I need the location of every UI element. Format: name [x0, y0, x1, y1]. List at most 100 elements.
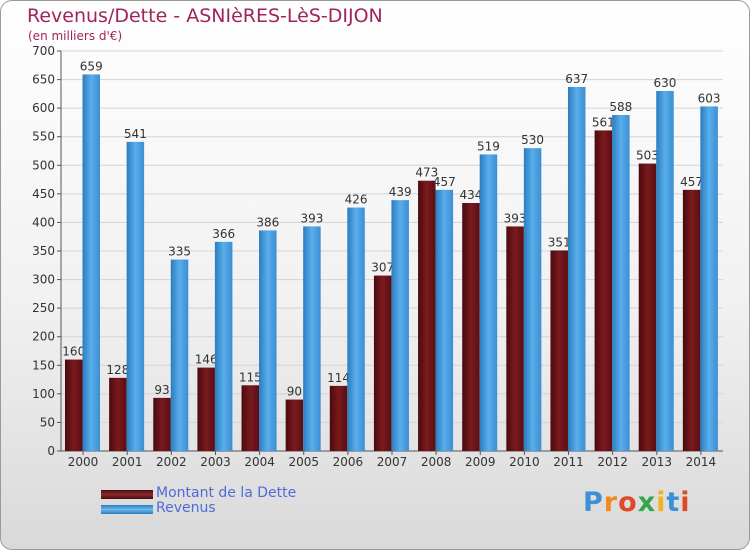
y-tick-label: 150 [32, 358, 55, 372]
y-tick-label: 450 [32, 187, 55, 201]
x-tick-label: 2014 [686, 455, 717, 469]
bar-revenus [214, 241, 233, 451]
y-tick-label: 250 [32, 301, 55, 315]
x-tick-label: 2013 [642, 455, 673, 469]
data-label-dette: 160 [62, 345, 85, 359]
y-tick-label: 400 [32, 215, 55, 229]
data-label-dette: 146 [195, 353, 218, 367]
x-tick-label: 2004 [244, 455, 275, 469]
data-label-revenus: 366 [212, 227, 235, 241]
data-label-revenus: 426 [345, 193, 368, 207]
data-label-dette: 128 [106, 363, 129, 377]
legend-label-dette: Montant de la Dette [156, 485, 297, 501]
legend-swatch-revenus [101, 505, 153, 514]
y-tick-label: 550 [32, 130, 55, 144]
bar-revenus [656, 91, 674, 451]
bar-dette [329, 385, 348, 451]
chart-title: Revenus/Dette - ASNIèRES-LèS-DIJON [27, 5, 383, 27]
data-label-dette: 473 [415, 166, 438, 180]
data-label-revenus: 530 [521, 133, 544, 147]
data-label-revenus: 386 [256, 215, 279, 229]
data-label-revenus: 335 [168, 245, 191, 259]
bar-revenus [82, 74, 100, 451]
x-tick-label: 2001 [112, 455, 143, 469]
x-tick-label: 2006 [333, 455, 364, 469]
data-label-revenus: 588 [609, 100, 632, 114]
bar-dette [418, 180, 436, 451]
x-tick-label: 2007 [377, 455, 408, 469]
bar-revenus [170, 259, 189, 451]
data-label-revenus: 519 [477, 139, 500, 153]
x-tick-label: 2005 [288, 455, 319, 469]
data-label-dette: 114 [327, 371, 350, 385]
y-tick-label: 100 [32, 387, 55, 401]
y-tick-label: 50 [40, 415, 55, 429]
y-tick-label: 200 [32, 330, 55, 344]
data-label-dette: 457 [680, 175, 703, 189]
y-tick-label: 0 [47, 444, 55, 458]
bar-revenus [391, 200, 409, 451]
x-tick-label: 2008 [421, 455, 452, 469]
data-label-revenus: 603 [698, 91, 721, 105]
bar-dette [109, 377, 127, 451]
bar-revenus [126, 141, 145, 451]
data-label-revenus: 630 [654, 76, 677, 90]
data-label-revenus: 393 [300, 211, 323, 225]
bar-dette [550, 250, 568, 451]
logo-letter: P [583, 487, 604, 518]
y-tick-label: 700 [32, 44, 55, 58]
data-label-dette: 93 [154, 383, 169, 397]
bar-dette [638, 163, 657, 452]
bar-dette [241, 385, 260, 451]
data-label-dette: 393 [504, 211, 527, 225]
bar-dette [594, 130, 613, 451]
bar-dette [506, 226, 524, 451]
logo-letter: o [618, 487, 638, 518]
data-label-revenus: 457 [433, 175, 456, 189]
data-label-revenus: 659 [80, 59, 103, 73]
logo-letter: t [666, 487, 681, 518]
y-tick-label: 650 [32, 73, 55, 87]
bar-dette [373, 275, 392, 451]
bar-revenus [347, 207, 365, 451]
bar-dette [153, 397, 171, 451]
x-tick-label: 2012 [597, 455, 628, 469]
y-tick-label: 300 [32, 273, 55, 287]
data-label-dette: 561 [592, 115, 615, 129]
bar-revenus [303, 226, 321, 451]
bar-revenus [700, 106, 718, 451]
bar-revenus [612, 115, 630, 451]
data-label-dette: 351 [548, 235, 571, 249]
x-tick-label: 2009 [465, 455, 496, 469]
data-label-revenus: 637 [565, 72, 588, 86]
x-tick-label: 2011 [553, 455, 584, 469]
bar-dette [197, 367, 215, 451]
chart-subtitle: (en milliers d'€) [28, 29, 123, 43]
data-label-dette: 307 [371, 261, 394, 275]
legend-label-revenus: Revenus [156, 500, 216, 516]
x-tick-label: 2003 [200, 455, 231, 469]
bar-revenus [259, 230, 277, 451]
bar-dette [682, 189, 701, 451]
bar-dette [462, 203, 480, 451]
data-label-dette: 115 [239, 370, 262, 384]
logo-letter: i [680, 487, 691, 518]
bar-revenus [435, 189, 454, 451]
bar-revenus [523, 148, 542, 451]
bar-dette [285, 399, 304, 451]
bar-revenus [567, 87, 586, 451]
logo-letter: x [637, 487, 657, 518]
x-tick-label: 2010 [509, 455, 540, 469]
x-tick-label: 2002 [156, 455, 187, 469]
data-label-revenus: 439 [389, 185, 412, 199]
data-label-dette: 434 [459, 188, 482, 202]
bar-revenus [479, 154, 498, 451]
proxiti-logo: Proxiti [583, 487, 691, 518]
logo-letter: r [603, 487, 619, 518]
y-tick-label: 600 [32, 101, 55, 115]
bar-dette [65, 359, 83, 451]
y-tick-label: 500 [32, 158, 55, 172]
y-tick-label: 350 [32, 244, 55, 258]
